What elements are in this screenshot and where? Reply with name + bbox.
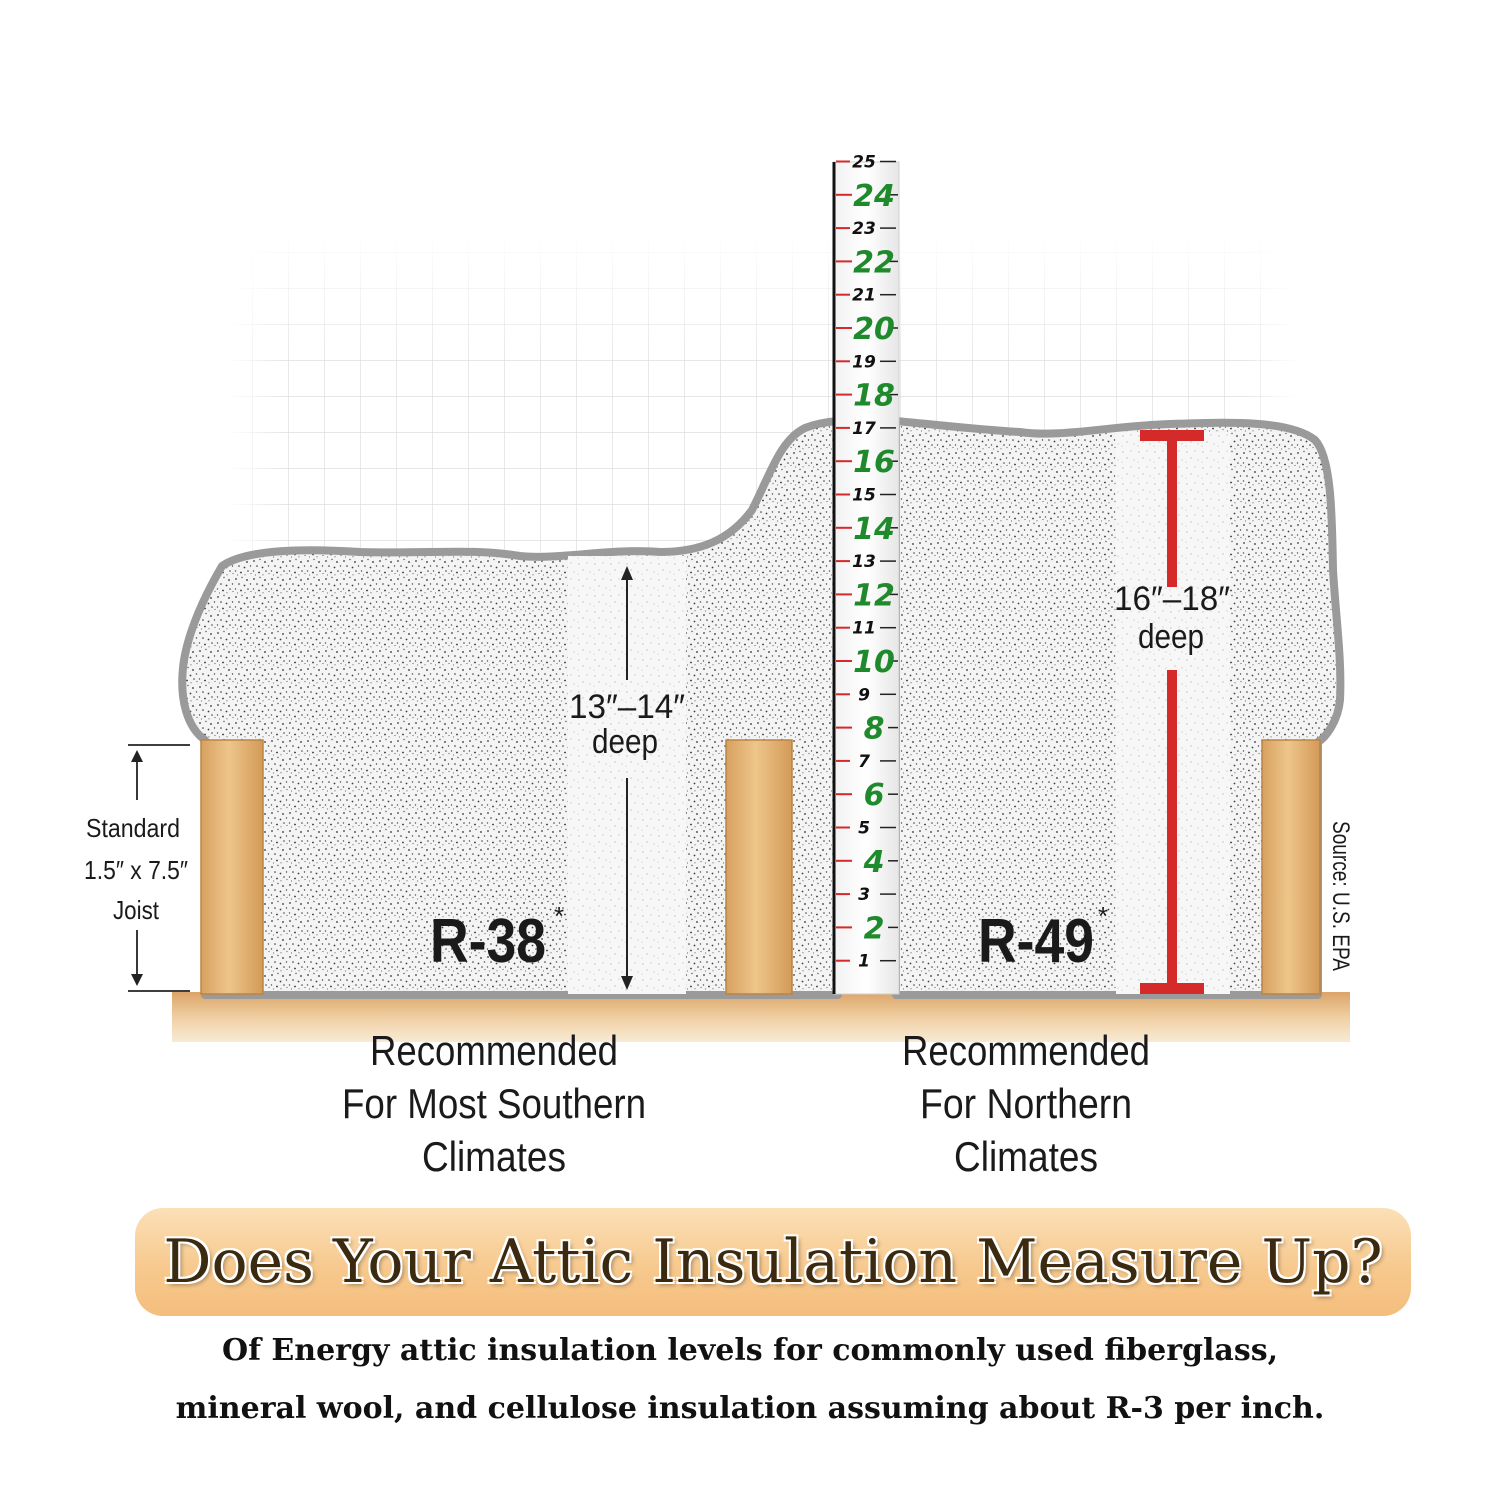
depth-ruler: 24 22 20 18 16 14 12 10 8 6 4 2 25 23 21 19 17 15 13 11 9 7 5 3… [832,153,900,995]
right-rating: R-49 [978,907,1094,976]
footnote-line1: Of Energy attic insulation levels for co… [221,1333,1279,1368]
joist-note-line3: Joist [113,895,160,925]
left-depth-arrow [621,566,633,990]
left-caption-line1: Recommended [370,1027,618,1074]
right-depth-measure [1140,430,1204,994]
left-depth-unit: deep [592,723,658,761]
joist-center [725,739,793,995]
ruler-label-major: 20 [853,312,895,347]
ruler-label-major: 8 [864,712,885,747]
ruler-label-minor: 1 [858,952,870,972]
ruler-label-minor: 17 [852,419,876,439]
ruler-label-major: 4 [863,845,885,880]
source-note: Source: U.S. EPA [1327,821,1354,971]
ruler-label-major: 22 [853,245,895,280]
ruler-label-major: 24 [853,179,895,214]
ruler-label-minor: 15 [852,486,876,506]
left-rating: R-38 [430,907,546,976]
left-caption-line3: Climates [422,1133,566,1180]
ruler-label-minor: 7 [858,752,870,772]
ruler-label-minor: 3 [858,885,870,905]
ruler-label-minor: 11 [852,619,876,639]
left-rating-asterisk: * [554,901,564,931]
ruler-label-major: 2 [864,911,885,946]
joist-dimension [128,744,190,992]
joist-left [200,739,264,995]
right-depth-range: 16″–18″ [1114,580,1230,618]
ruler-label-major: 16 [853,445,895,480]
joists [200,739,1321,995]
right-caption-line3: Climates [954,1133,1098,1180]
left-caption-line2: For Most Southern [342,1080,646,1127]
joist-right [1261,739,1321,995]
ruler-label-major: 6 [864,778,885,813]
ruler-label-minor: 13 [852,552,876,572]
ruler-label-minor: 5 [858,819,870,839]
joist-note-line1: Standard [86,813,180,843]
ruler-label-minor: 21 [852,286,876,306]
ruler-label-major: 12 [853,578,895,613]
right-caption-line2: For Northern [920,1080,1132,1127]
ruler-label-minor: 23 [852,219,876,239]
right-depth-unit: deep [1138,618,1204,656]
ruler-label-major: 18 [853,379,895,414]
banner-title: Does Your Attic Insulation Measure Up? [163,1227,1383,1297]
ruler-label-minor: 9 [858,685,870,705]
ruler-label-minor: 25 [852,153,876,173]
right-caption-line1: Recommended [902,1027,1150,1074]
joist-note-line2: 1.5″ x 7.5″ [84,855,188,885]
right-rating-asterisk: * [1098,901,1108,931]
ruler-label-major: 10 [853,645,895,680]
ruler-label-minor: 19 [852,352,876,372]
ruler-label-major: 14 [853,512,895,547]
title-banner: Does Your Attic Insulation Measure Up? [135,1208,1411,1316]
left-depth-range: 13″–14″ [569,688,685,726]
footnote-line2: mineral wool, and cellulose insulation a… [175,1391,1325,1426]
ceiling-board [172,992,1350,1042]
